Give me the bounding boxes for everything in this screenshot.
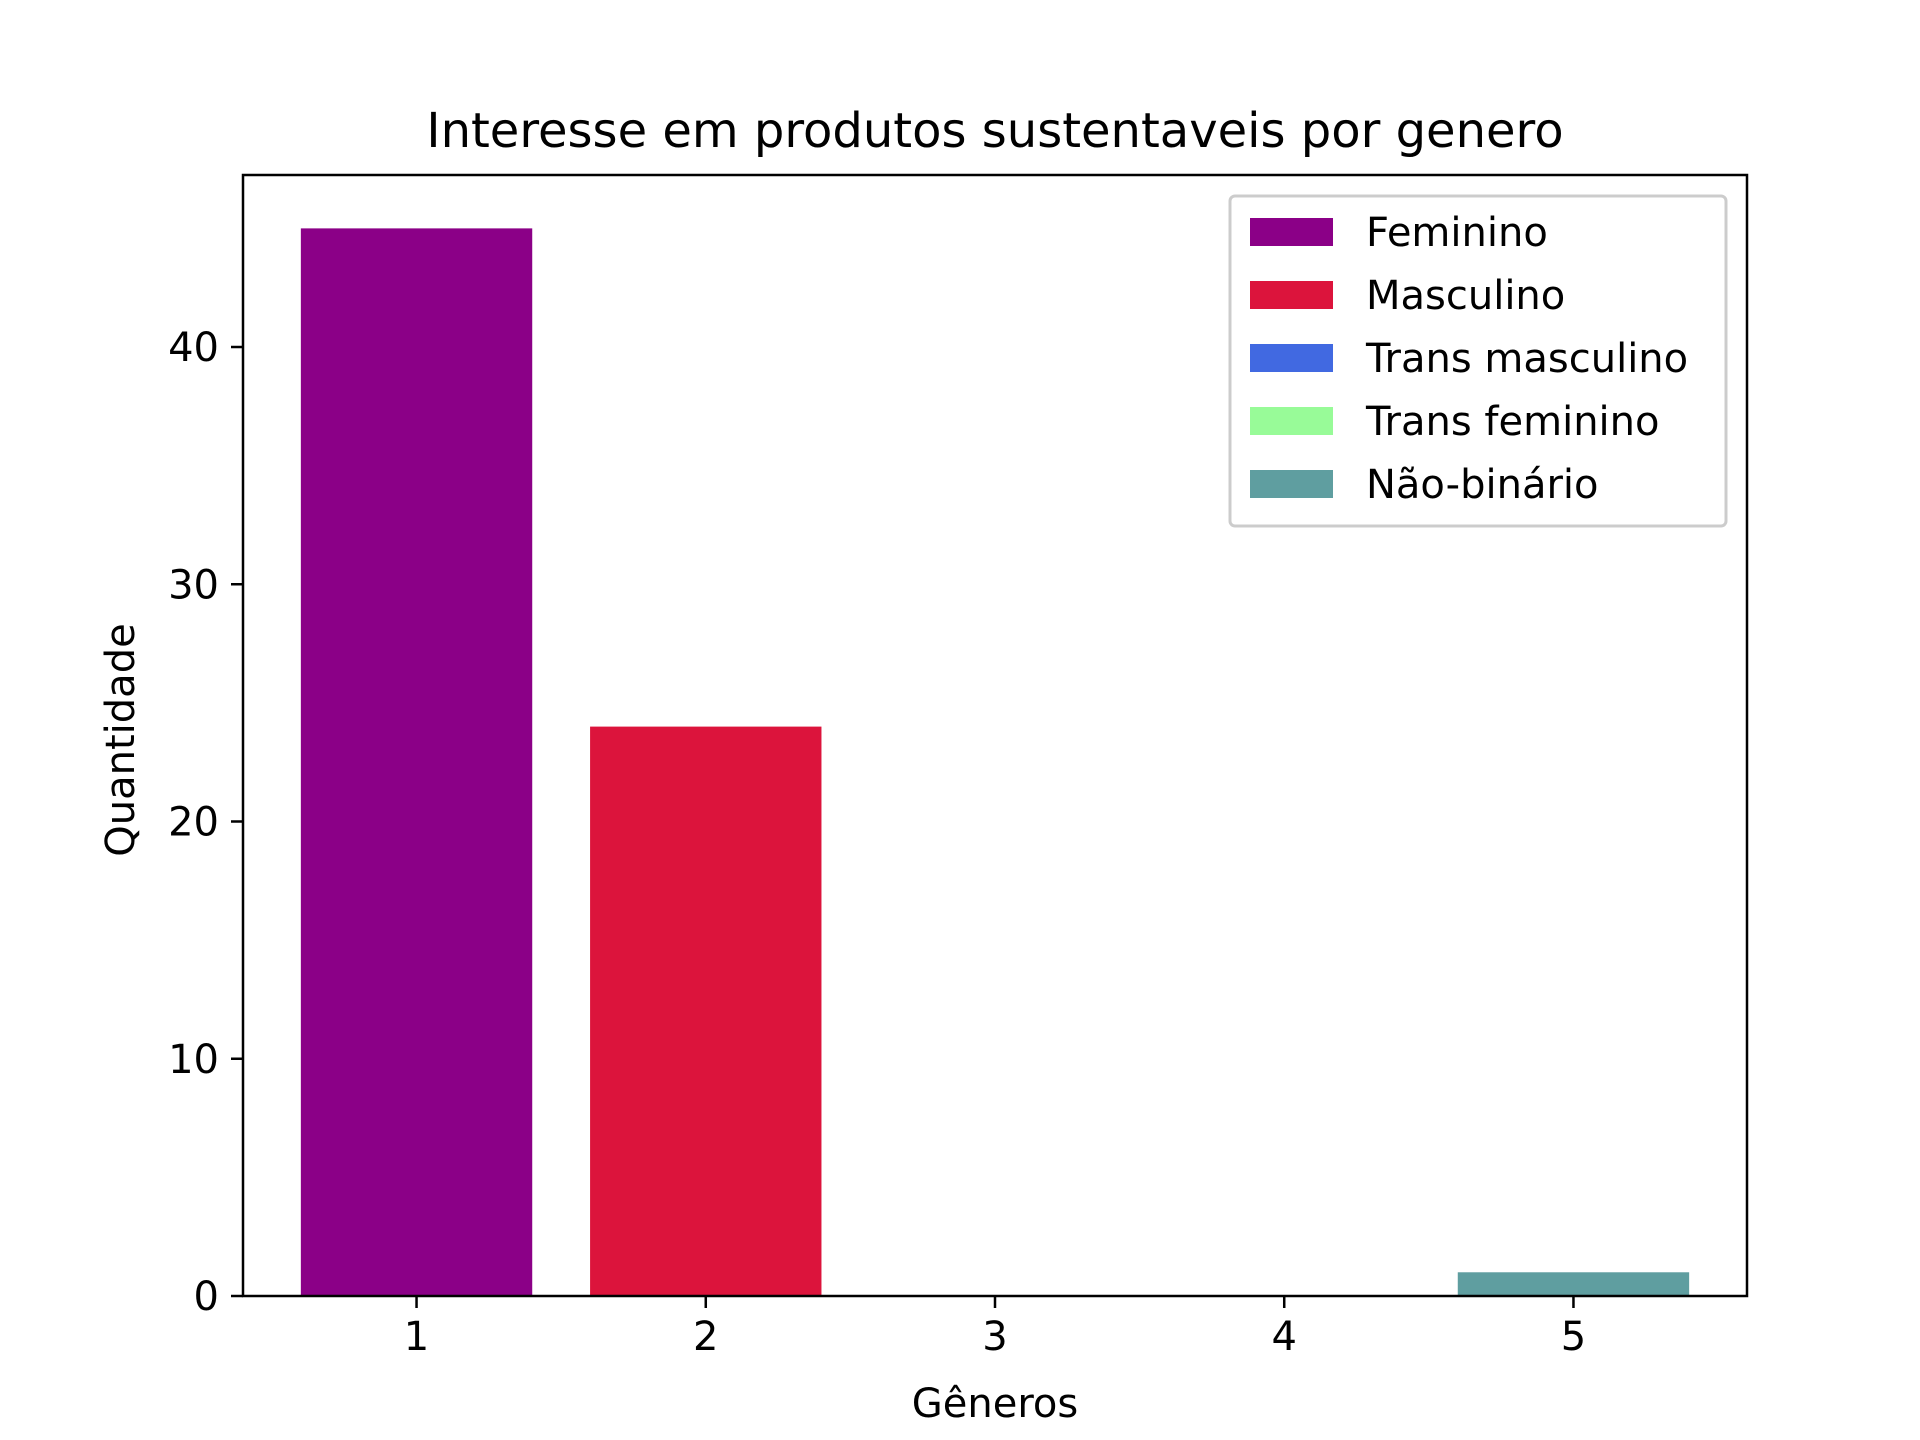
legend-label-trans-feminino: Trans feminino [1365, 399, 1659, 445]
legend-frame [1228, 194, 1728, 528]
legend: Feminino Masculino Trans masculino Trans fe… [1228, 194, 1728, 528]
y-tick-label: 20 [168, 800, 219, 846]
bar-nao-binario [1457, 1272, 1690, 1296]
bar-masculino [590, 726, 822, 1296]
legend-swatch-feminino [1250, 218, 1333, 246]
legend-swatch-trans-feminino [1250, 407, 1333, 435]
x-tick-label: 4 [1272, 1314, 1297, 1360]
axes-layer: 1 2 3 4 5 0 10 20 30 40 [168, 173, 1749, 1360]
legend-label-feminino: Feminino [1366, 210, 1548, 256]
legend-swatch-nao-binario [1250, 470, 1333, 498]
y-tick-label: 40 [168, 325, 219, 371]
x-axis-title: Gêneros [912, 1381, 1078, 1427]
legend-swatch-masculino [1250, 281, 1333, 309]
legend-swatch-trans-masculino [1250, 344, 1333, 372]
legend-label-nao-binario: Não-binário [1366, 462, 1598, 508]
y-tick-label: 30 [168, 562, 219, 608]
x-tick-label: 2 [693, 1314, 718, 1360]
chart-title: Interesse em produtos sustentaveis por g… [426, 103, 1563, 159]
x-tick-label: 3 [982, 1314, 1007, 1360]
legend-entries: Feminino Masculino Trans masculino Trans fe… [1250, 210, 1688, 508]
legend-label-trans-masculino: Trans masculino [1365, 336, 1688, 382]
y-axis-title: Quantidade [98, 623, 144, 856]
legend-label-masculino: Masculino [1366, 273, 1565, 319]
x-tick-label: 5 [1561, 1314, 1586, 1360]
y-tick-label: 10 [168, 1037, 219, 1083]
bar-feminino [300, 228, 533, 1296]
x-tick-label: 1 [404, 1314, 429, 1360]
y-tick-label: 0 [194, 1274, 219, 1320]
bars-layer [300, 228, 1690, 1296]
